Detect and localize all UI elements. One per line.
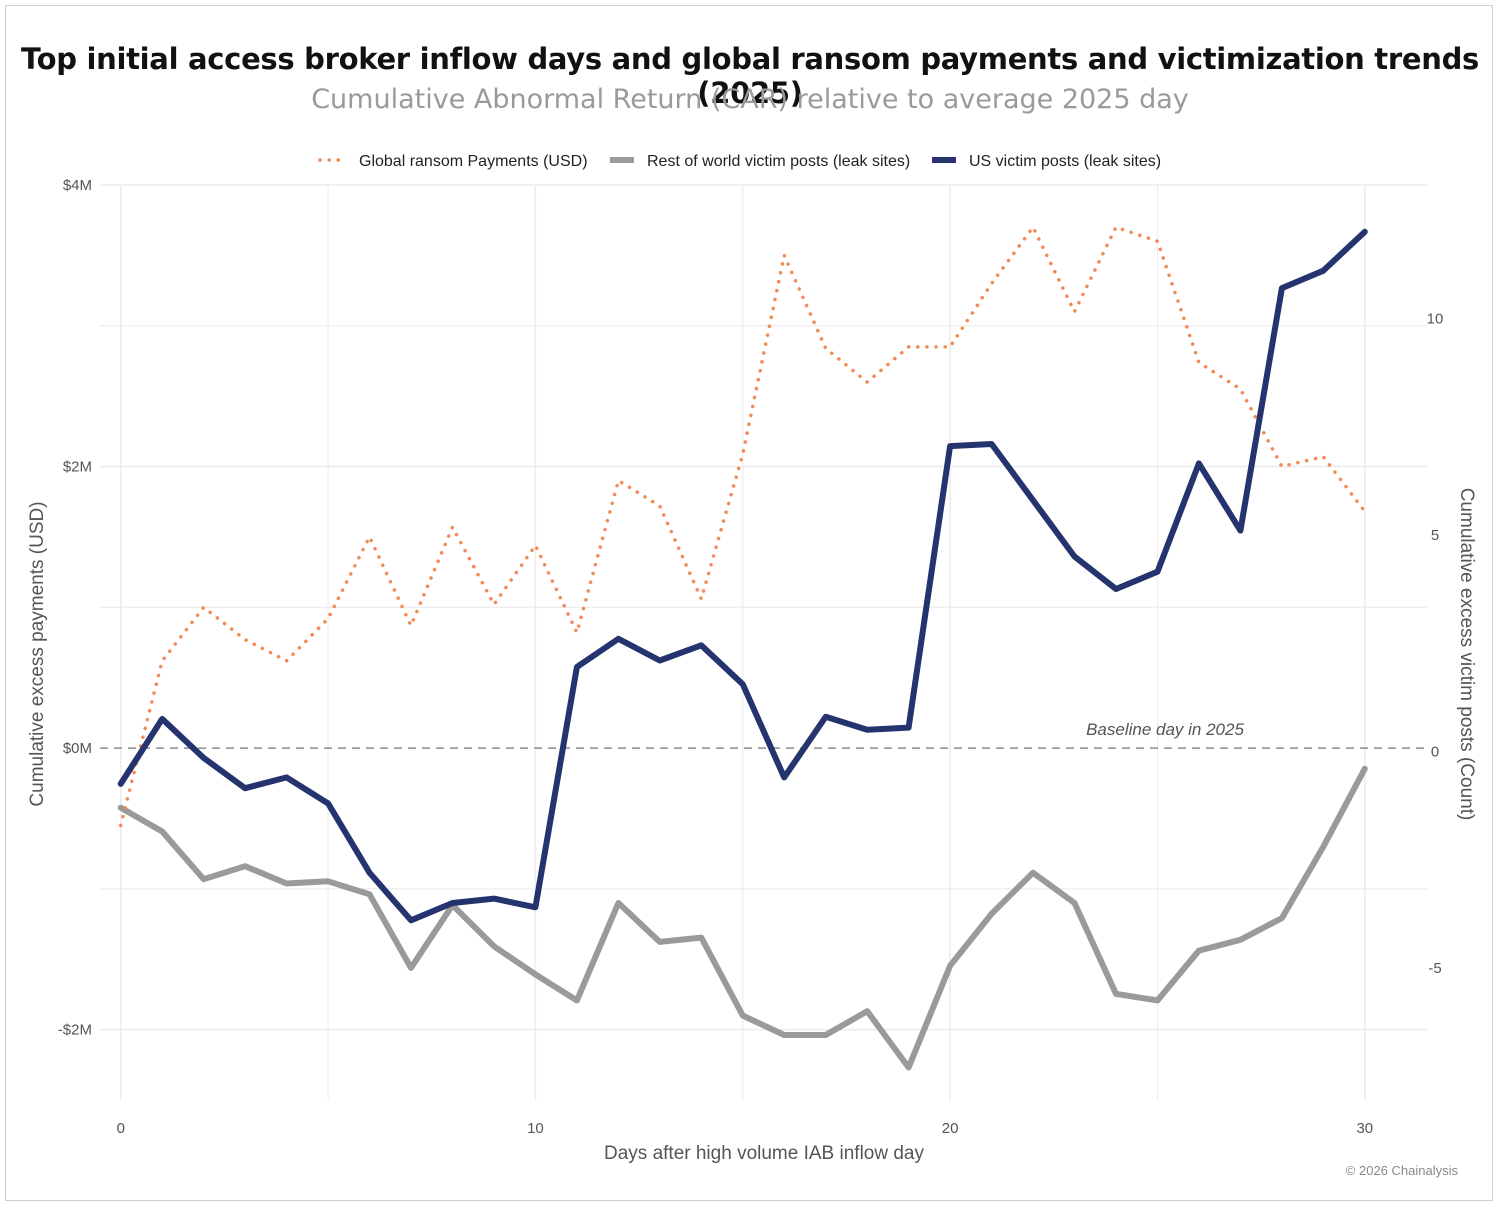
legend-label: Global ransom Payments (USD) (359, 153, 588, 170)
credit-text: © 2026 Chainalysis (1346, 1163, 1459, 1178)
grid-lines (100, 184, 1427, 1100)
y-right-tick-label: -5 (1428, 960, 1441, 977)
x-tick-label: 20 (942, 1120, 959, 1137)
series-global-ransom-payments-line (118, 225, 1367, 828)
chart-title: Top initial access broker inflow days an… (20, 42, 1480, 110)
y-axis-label-left: Cumulative excess payments (USD) (27, 501, 48, 806)
y-left-tick-label: $4M (63, 177, 92, 194)
y-right-tick-label: 10 (1427, 310, 1444, 327)
y-axis-label-right: Cumulative excess victim posts (Count) (1456, 488, 1477, 821)
legend-label: US victim posts (leak sites) (969, 153, 1161, 170)
series-rest-of-world-victim-posts-line (117, 765, 1368, 1071)
y-left-tick-label: $2M (63, 459, 92, 476)
y-right-tick-label: 5 (1431, 527, 1439, 544)
series-us-victim-posts-line (117, 228, 1368, 924)
chart-frame (5, 5, 1493, 1201)
x-axis-label: Days after high volume IAB inflow day (604, 1143, 924, 1164)
y-right-tick-label: 0 (1431, 743, 1439, 760)
y-left-tick-label: -$2M (58, 1022, 92, 1039)
axis-ticks: 0 10 20 30 $4M $2M $0M -$2M 10 5 0 -5 (58, 177, 1444, 1137)
legend-label: Rest of world victim posts (leak sites) (647, 153, 910, 170)
x-tick-label: 30 (1356, 1120, 1373, 1137)
y-left-tick-label: $0M (63, 740, 92, 757)
x-tick-label: 0 (117, 1120, 125, 1137)
baseline-annotation: Baseline day in 2025 (1086, 720, 1244, 739)
chart-subtitle: Cumulative Abnormal Return (CAR) relativ… (311, 84, 1189, 115)
series-layer (117, 225, 1368, 1071)
legend: Global ransom Payments (USD) Rest of worl… (318, 153, 1161, 170)
x-tick-label: 10 (527, 1120, 544, 1137)
